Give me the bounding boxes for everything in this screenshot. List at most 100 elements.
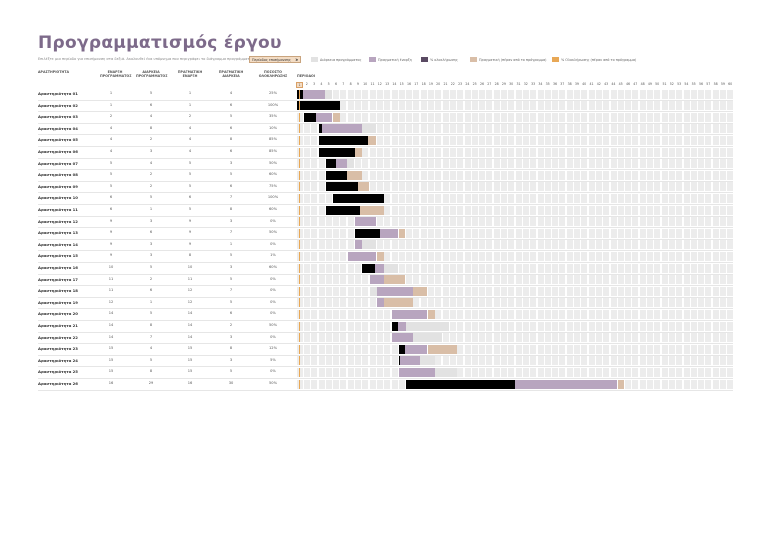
period-cell — [676, 170, 683, 180]
actual-beyond-bar — [428, 344, 457, 354]
period-cell — [493, 193, 500, 203]
actual-start-value: 5 — [188, 160, 192, 165]
actual-beyond-bar — [428, 309, 435, 319]
period-cell — [486, 228, 493, 238]
period-cell — [325, 298, 332, 308]
period-cell — [683, 298, 690, 308]
period-cell — [457, 112, 464, 122]
period-cell — [530, 240, 537, 250]
actual-duration-value: 6 — [229, 149, 233, 153]
period-cell — [508, 286, 515, 296]
period-cell — [501, 251, 507, 261]
period-cell — [654, 309, 661, 319]
actual-duration-bar — [398, 344, 428, 354]
period-cell — [522, 240, 529, 250]
period-cell — [603, 193, 610, 203]
period-number: 33 — [531, 82, 536, 86]
period-cell — [347, 309, 354, 319]
actual-start-value: 5 — [188, 172, 192, 177]
period-number: 38 — [567, 82, 572, 86]
period-cell — [406, 263, 413, 273]
period-cell — [661, 344, 668, 354]
actual-duration-bar — [296, 89, 326, 99]
period-cell — [647, 309, 653, 319]
period-cell — [676, 240, 683, 250]
period-cell — [479, 356, 486, 366]
period-cell — [442, 124, 449, 134]
period-cell — [479, 286, 486, 296]
period-cell — [661, 228, 668, 238]
period-number: 55 — [691, 82, 696, 86]
actual-duration-bar — [325, 159, 348, 169]
period-cell — [333, 240, 340, 250]
period-cell — [318, 228, 325, 238]
period-cell — [355, 367, 361, 377]
period-cell — [493, 309, 500, 319]
period-cell — [595, 135, 602, 145]
period-cell — [530, 263, 537, 273]
activity-name: Δραστηριότητα 10 — [38, 195, 78, 201]
chevron-down-icon[interactable]: ▾ — [296, 58, 298, 62]
period-cell — [428, 170, 434, 180]
period-cell — [479, 182, 486, 192]
period-cell — [384, 124, 391, 134]
period-cell — [384, 89, 391, 99]
period-cell — [581, 147, 588, 157]
plan-duration-value: 3 — [149, 253, 153, 258]
period-number: 3 — [313, 82, 316, 86]
period-cell — [406, 124, 413, 134]
percent-complete-value: 0% — [270, 299, 276, 304]
period-cell — [581, 182, 588, 192]
period-cell — [537, 333, 544, 343]
row-divider — [38, 227, 733, 229]
period-cell — [493, 251, 500, 261]
highlight-period-selector[interactable]: Περίοδος επισήμανσης 1 ▾ — [249, 56, 301, 63]
period-cell — [449, 228, 456, 238]
period-cell — [720, 251, 726, 261]
period-cell — [632, 321, 639, 331]
period-cell — [559, 147, 566, 157]
period-cell — [683, 193, 690, 203]
period-cell — [442, 147, 449, 157]
period-cell — [595, 321, 602, 331]
activity-name: Δραστηριότητα 11 — [38, 207, 78, 212]
period-cell — [639, 112, 646, 122]
period-cell — [471, 147, 478, 157]
period-cell — [603, 170, 610, 180]
period-cell — [369, 309, 376, 319]
period-cell — [362, 170, 369, 180]
percent-complete-value: 0% — [270, 276, 276, 281]
period-cell — [610, 333, 617, 343]
period-cell — [479, 205, 486, 215]
period-cell — [508, 193, 515, 203]
period-cell — [384, 251, 391, 261]
period-cell — [617, 147, 624, 157]
period-cell — [727, 112, 734, 122]
period-cell — [522, 217, 529, 227]
period-cell — [617, 112, 624, 122]
period-cell — [683, 217, 690, 227]
period-cell — [566, 124, 573, 134]
legend-item: % Ολοκλήρωσης (πέραν από το πρόγραμμα) — [552, 57, 636, 62]
period-cell — [471, 240, 478, 250]
period-number: 36 — [552, 82, 558, 86]
period-cell — [566, 112, 573, 122]
percent-complete-bar — [318, 135, 368, 145]
period-cell — [559, 217, 566, 227]
period-cell — [566, 275, 573, 285]
period-cell — [625, 286, 632, 296]
period-cell — [428, 275, 434, 285]
period-cell — [552, 182, 559, 192]
period-cell — [720, 321, 726, 331]
period-cell — [384, 112, 391, 122]
period-number: 12 — [377, 82, 382, 86]
period-cell — [581, 286, 588, 296]
highlight-period-marker — [299, 228, 300, 238]
period-cell — [668, 298, 675, 308]
period-cell — [574, 356, 580, 366]
period-cell — [559, 193, 566, 203]
period-cell — [479, 193, 486, 203]
legend-label: % ολοκλήρωσης — [430, 57, 458, 62]
highlight-period-marker — [299, 309, 300, 319]
period-cell — [376, 240, 383, 250]
